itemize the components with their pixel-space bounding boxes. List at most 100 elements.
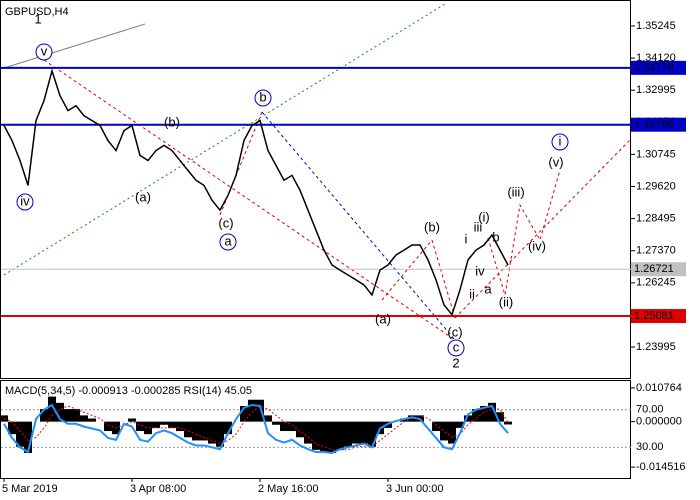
macd-bar [448, 421, 456, 444]
macd-bar [48, 396, 56, 422]
current-price-box [631, 262, 686, 277]
signal-line [3, 405, 509, 451]
level-box [631, 117, 686, 132]
trendline [381, 239, 433, 301]
x-tick-label: 5 Mar 2019 [2, 483, 58, 495]
wave-label: (b) [164, 114, 180, 129]
main-panel [0, 0, 631, 379]
level-label: 1.25081 [634, 310, 674, 322]
y-tick-label: 1.29620 [636, 180, 676, 192]
wave-label: c [453, 339, 460, 354]
x-tick-label: 3 Jun 00:00 [386, 483, 444, 495]
macd-bar [240, 405, 248, 422]
macd-bar [184, 421, 192, 438]
trendline [261, 111, 456, 341]
wave-label: iii [474, 219, 483, 234]
macd-bar [368, 421, 376, 447]
macd-bar [80, 415, 88, 422]
y2-tick-label: 30.00 [636, 441, 664, 453]
macd-bar [344, 421, 352, 447]
macd-bar [464, 415, 472, 422]
macd-bar [144, 421, 152, 435]
wave-label: (v) [548, 154, 563, 169]
wave-label: (b) [424, 219, 440, 234]
wave-label: (c) [447, 324, 462, 339]
trendline [431, 239, 456, 319]
macd-bar [360, 421, 368, 444]
macd-bar [168, 421, 176, 428]
macd-bar [352, 421, 360, 444]
x-tick-label: 2 May 16:00 [258, 483, 319, 495]
macd-bar [192, 421, 200, 441]
wave-label: iv [20, 193, 30, 208]
y-tick-label: 1.32995 [636, 84, 676, 96]
macd-bar [208, 421, 216, 444]
wave-label: 1 [34, 11, 41, 26]
wave-label: (i) [478, 209, 490, 224]
y-tick-label: 1.26245 [636, 277, 676, 289]
macd-bar [480, 405, 488, 422]
current-price-label: 1.26721 [634, 263, 674, 275]
macd-bar [488, 402, 496, 422]
macd-bar [24, 421, 32, 453]
wave-label: (a) [135, 189, 151, 204]
wave-circle [254, 89, 272, 107]
macd-bar [440, 421, 448, 441]
macd-bar [328, 421, 336, 453]
wave-label: i [559, 133, 562, 148]
level-label: 1.33778 [634, 62, 674, 74]
wave-label: iv [475, 263, 485, 278]
y-tick-label: 1.30745 [636, 148, 676, 160]
macd-bar [504, 421, 512, 425]
level-box [631, 309, 686, 324]
macd-bar [128, 418, 136, 422]
y-tick-label: 1.27370 [636, 245, 676, 257]
y2-tick-label: 70.00 [636, 404, 664, 416]
y-tick-label: 0.000000 [636, 416, 682, 428]
macd-bar [216, 421, 224, 447]
wave-label: ii [469, 286, 475, 301]
wave-circle [35, 43, 53, 61]
macd-bar [160, 421, 168, 425]
macd-bar [248, 399, 256, 422]
macd-bar [456, 421, 464, 428]
macd-bar [296, 421, 304, 438]
macd-bar [104, 421, 112, 432]
indicator-label: MACD(5,34,5) -0.000913 -0.000285 RSI(14)… [5, 385, 252, 397]
macd-bar [320, 421, 328, 453]
wave-label: a [484, 281, 492, 296]
y-tick-label: 1.28495 [636, 213, 676, 225]
wave-label: a [224, 233, 232, 248]
wave-label: 2 [452, 355, 459, 370]
macd-bar [72, 409, 80, 422]
macd-bar [0, 415, 8, 422]
trendline [3, 23, 146, 69]
macd-bar [264, 415, 272, 422]
rsi-line [3, 403, 509, 455]
price-line [3, 68, 509, 317]
chart-title: GBPUSD,H4 [5, 6, 69, 18]
macd-bar [432, 421, 440, 432]
wave-label: (iv) [528, 238, 546, 253]
y-tick-label: 0.010764 [636, 382, 682, 394]
wave-label: (a) [375, 311, 391, 326]
wave-label: b [492, 229, 499, 244]
macd-bar [64, 409, 72, 422]
wave-circle [551, 133, 569, 151]
y-tick-label: -0.014516 [636, 461, 686, 473]
wave-label: (ii) [499, 294, 513, 309]
macd-bar [312, 421, 320, 450]
wave-label: (iii) [507, 184, 524, 199]
y-tick-label: 1.23995 [636, 341, 676, 353]
macd-bar [496, 412, 504, 422]
wave-path [487, 169, 561, 296]
wave-circle [16, 193, 34, 211]
level-label: 1.31786 [634, 119, 674, 131]
macd-bar [336, 421, 344, 450]
trendline [3, 3, 446, 276]
macd-bar [88, 418, 96, 422]
macd-bar [56, 402, 64, 422]
wave-label: (c) [218, 215, 233, 230]
wave-label: i [465, 231, 468, 246]
